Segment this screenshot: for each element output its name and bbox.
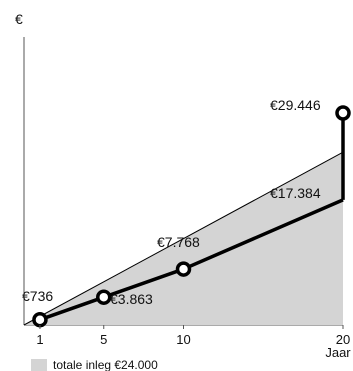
data-label-year-20: €17.384 xyxy=(270,185,321,201)
data-label-final: €29.446 xyxy=(270,97,321,113)
legend-swatch xyxy=(31,359,47,371)
marker-year-10 xyxy=(175,261,192,277)
x-tick-label-20: 20 xyxy=(336,332,350,347)
data-label-year-5: €3.863 xyxy=(110,291,153,307)
markers xyxy=(32,105,351,328)
marker-year-1 xyxy=(32,311,48,328)
marker-year-5 xyxy=(96,289,112,305)
value-line xyxy=(39,198,344,322)
y-axis-label: € xyxy=(15,11,23,27)
x-tick-label-10: 10 xyxy=(176,332,190,347)
x-axis-label: Jaar xyxy=(325,345,351,360)
x-tick-label-5: 5 xyxy=(100,332,107,347)
data-label-year-10: €7.768 xyxy=(157,234,200,250)
data-label-year-1: €736 xyxy=(22,288,53,304)
x-tick-label-1: 1 xyxy=(36,332,43,347)
total-deposit-area-edge xyxy=(23,151,344,326)
marker-year-20-final xyxy=(335,105,351,121)
legend-label: totale inleg €24.000 xyxy=(53,358,158,371)
